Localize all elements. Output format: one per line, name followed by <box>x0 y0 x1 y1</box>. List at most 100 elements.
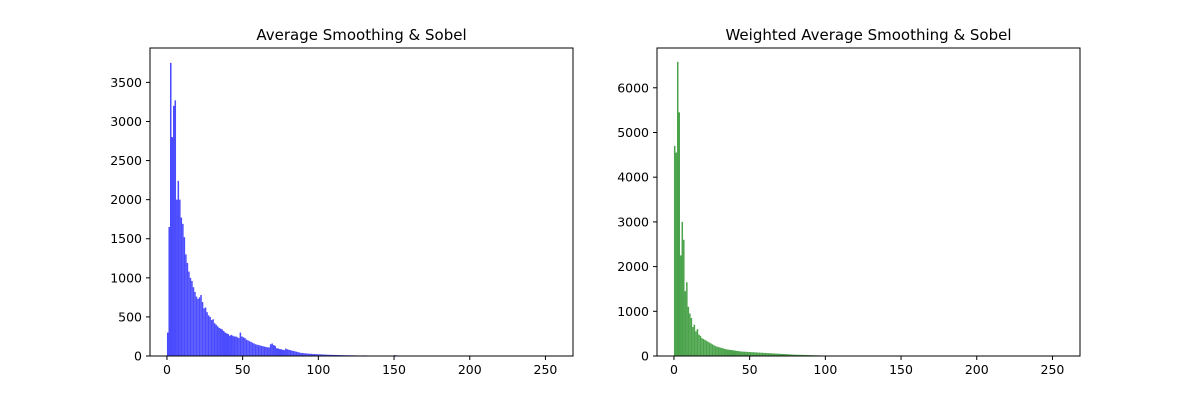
histogram-bar <box>236 337 239 356</box>
x-tick-label: 200 <box>458 362 482 377</box>
y-tick-label: 5000 <box>617 125 649 140</box>
histogram-bars-left <box>166 62 566 357</box>
histogram-bar <box>194 291 196 356</box>
histogram-bar <box>306 353 308 356</box>
histogram-bar <box>198 297 201 356</box>
x-tick-label: 250 <box>534 362 558 377</box>
histogram-bar <box>180 217 183 356</box>
histogram-bar <box>300 352 302 356</box>
histogram-bar <box>790 354 793 356</box>
histogram-bar <box>322 354 325 356</box>
histogram-bar <box>769 353 771 356</box>
histogram-bar <box>742 351 744 356</box>
histogram-bar <box>760 352 762 356</box>
histogram-bar <box>171 137 174 356</box>
histogram-bar <box>188 271 190 356</box>
histogram-bar <box>736 350 738 356</box>
histogram-bar <box>789 354 791 356</box>
histogram-bar <box>241 336 243 356</box>
histogram-bar <box>761 352 764 356</box>
histogram-bar <box>804 354 806 356</box>
histogram-bar <box>250 341 252 356</box>
axes-frame-right <box>656 47 1081 357</box>
histogram-bar <box>726 349 729 356</box>
histogram-bar <box>321 354 323 356</box>
histogram-bars-right <box>673 61 1062 357</box>
histogram-bar <box>277 348 279 356</box>
histogram-bar <box>310 353 313 356</box>
histogram-bar <box>197 298 199 356</box>
histogram-bar <box>288 349 290 356</box>
histogram-bar <box>714 346 717 356</box>
histogram-bar <box>799 354 802 356</box>
histogram-bar <box>269 344 272 356</box>
histogram-bar <box>183 237 186 356</box>
histogram-bar <box>793 354 796 356</box>
y-tick-label: 500 <box>118 309 142 324</box>
histogram-bar <box>328 354 331 356</box>
histogram-bar <box>265 347 267 356</box>
histogram-bar <box>687 306 690 356</box>
histogram-bar <box>746 351 749 356</box>
histogram-bar <box>787 354 790 356</box>
x-tick-label: 250 <box>1041 362 1065 377</box>
y-tick-label: 1000 <box>617 304 649 319</box>
histogram-bar <box>764 352 767 356</box>
histogram-bar <box>772 353 774 356</box>
histogram-bar <box>798 354 800 356</box>
histogram-bar <box>680 255 682 356</box>
x-tick-label: 100 <box>306 362 330 377</box>
histogram-bar <box>206 312 208 356</box>
histogram-bar <box>179 199 181 356</box>
histogram-bar <box>259 345 261 356</box>
histogram-bar <box>212 319 214 356</box>
y-tick-label: 0 <box>134 349 142 364</box>
histogram-bar <box>673 145 676 356</box>
histogram-bar <box>222 330 225 356</box>
histogram-bar <box>257 345 260 356</box>
histogram-bar <box>745 351 747 356</box>
histogram-bar <box>708 342 711 356</box>
histogram-bar <box>289 350 292 356</box>
histogram-bar <box>272 345 275 356</box>
histogram-bar <box>263 346 266 356</box>
histogram-bar <box>218 327 220 356</box>
histogram-bar <box>755 352 758 356</box>
histogram-bar <box>796 354 799 356</box>
histogram-bar <box>185 254 187 356</box>
histogram-bar <box>325 354 328 356</box>
histogram-bar <box>729 349 732 356</box>
histogram-bar <box>226 333 228 356</box>
histogram-bar <box>324 354 326 356</box>
y-tick-label: 2500 <box>110 153 142 168</box>
histogram-bar <box>224 332 227 356</box>
histogram-bar <box>710 343 712 356</box>
histogram-bar <box>698 334 700 356</box>
histogram-bar <box>754 352 756 356</box>
histogram-bar <box>752 352 755 356</box>
histogram-bar <box>233 336 236 356</box>
histogram-bar <box>232 335 234 356</box>
histogram-bar <box>266 347 269 356</box>
histogram-bar <box>254 344 257 356</box>
histogram-bar <box>307 353 310 356</box>
histogram-bar <box>690 318 693 356</box>
histogram-bar <box>312 353 314 356</box>
histogram-bar <box>313 354 316 356</box>
histogram-bar <box>238 338 240 356</box>
histogram-bar <box>734 350 737 356</box>
histogram-bar <box>335 354 337 356</box>
chart-title-right: Weighted Average Smoothing & Sobel <box>725 26 1011 44</box>
histogram-bar <box>713 345 715 356</box>
histogram-bar <box>227 334 230 356</box>
histogram-bar <box>316 354 319 356</box>
histogram-bar <box>333 354 336 356</box>
histogram-bar <box>748 351 750 356</box>
x-tick-label: 100 <box>813 362 837 377</box>
histogram-bar <box>327 354 329 356</box>
histogram-bar <box>740 351 743 356</box>
histogram-bar <box>271 343 273 356</box>
histogram-bar <box>684 291 687 356</box>
histogram-bar <box>204 307 207 356</box>
